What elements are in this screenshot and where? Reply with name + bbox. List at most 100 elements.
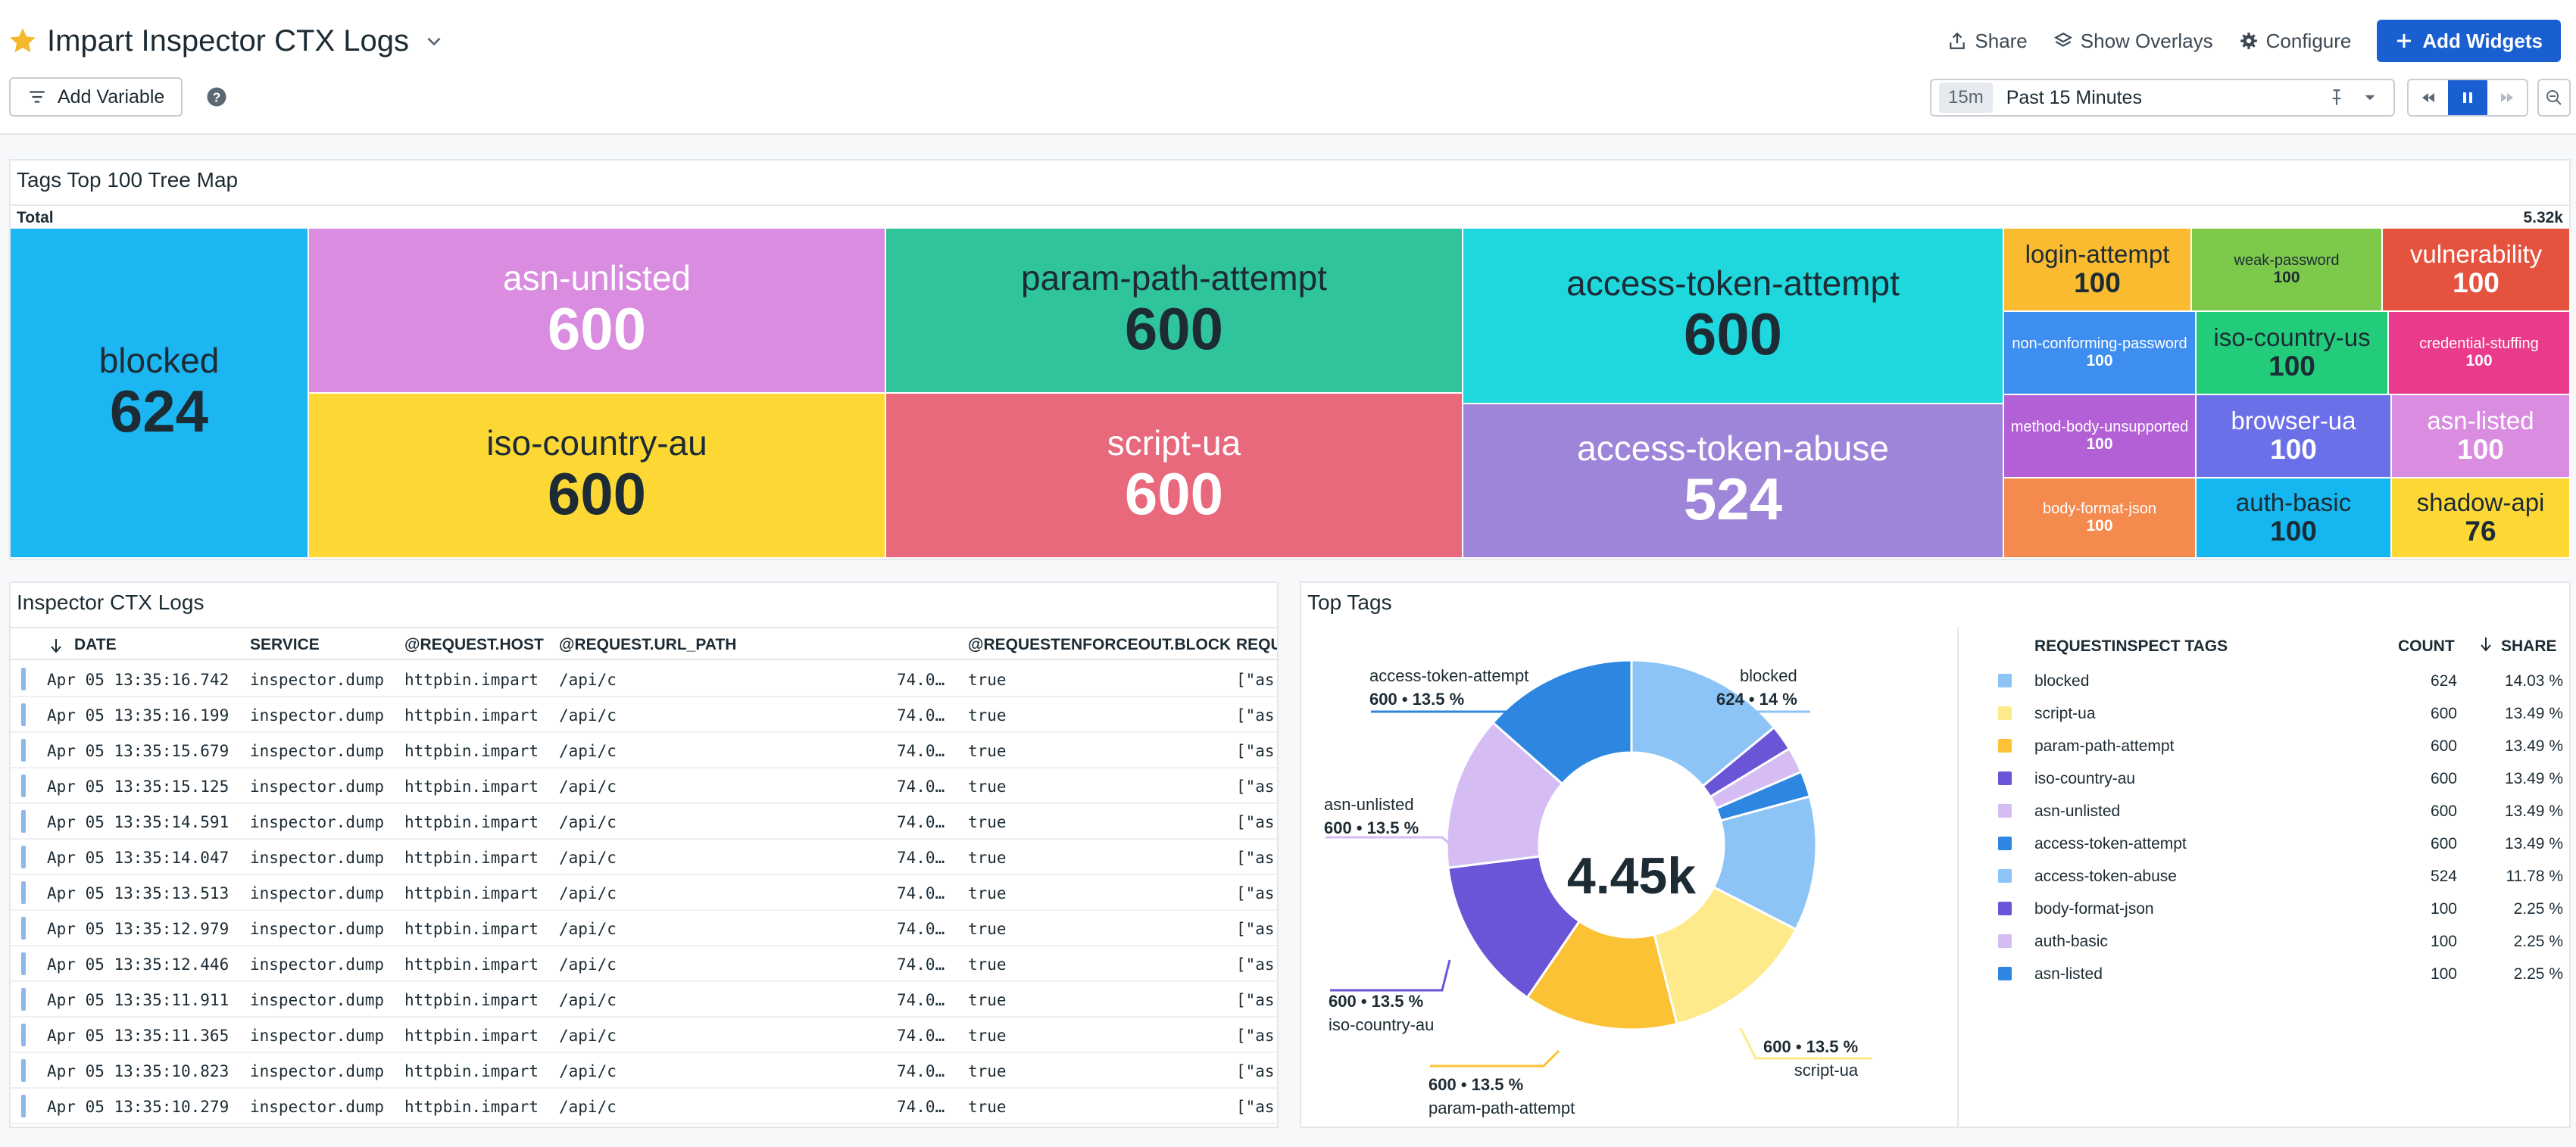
table-row[interactable]: Apr 05 13:35:12.446 inspector.dump httpbin… xyxy=(11,946,1277,982)
table-row[interactable]: Apr 05 13:35:14.047 inspector.dump httpbin… xyxy=(11,840,1277,875)
treemap-tile-weak-password[interactable]: weak-password 100 xyxy=(2192,229,2383,312)
help-icon[interactable]: ? xyxy=(205,86,228,108)
star-icon[interactable] xyxy=(8,26,38,56)
share-button[interactable]: Share xyxy=(1947,30,2028,53)
treemap-tile-login-attempt[interactable]: login-attempt 100 xyxy=(2004,229,2192,312)
cell-path: /api/c xyxy=(559,991,617,1009)
treemap-tile-param-path-attempt[interactable]: param-path-attempt 600 xyxy=(886,229,1463,394)
table-row[interactable]: Apr 05 13:35:10.823 inspector.dump httpbin… xyxy=(11,1053,1277,1089)
treemap-tile-value: 600 xyxy=(547,295,647,363)
treemap-tile-script-ua[interactable]: script-ua 600 xyxy=(886,394,1463,559)
column-header-tags[interactable]: REQU xyxy=(1236,636,1279,653)
column-header-count[interactable]: COUNT xyxy=(2398,637,2455,655)
treemap-tile-access-token-attempt[interactable]: access-token-attempt 600 xyxy=(1463,229,2004,404)
donut-slice-access-token-attempt[interactable] xyxy=(1491,659,1633,786)
sort-down-icon[interactable] xyxy=(2478,636,2493,653)
table-row[interactable]: Apr 05 13:35:16.742 inspector.dump httpbin… xyxy=(11,662,1277,697)
treemap-tile-iso-country-us[interactable]: iso-country-us 100 xyxy=(2197,312,2389,395)
treemap-tile-body-format-json[interactable]: body-format-json 100 xyxy=(2004,478,2197,559)
treemap-tile-access-token-abuse[interactable]: access-token-abuse 524 xyxy=(1463,404,2004,559)
widget-title: Top Tags xyxy=(1307,591,1392,614)
table-row[interactable]: Apr 05 13:35:16.199 inspector.dump httpbin… xyxy=(11,697,1277,733)
treemap-tile-credential-stuffing[interactable]: credential-stuffing 100 xyxy=(2389,312,2571,395)
add-variable-button[interactable]: Add Variable xyxy=(9,77,183,117)
cell-date: Apr 05 13:35:12.979 xyxy=(47,920,229,938)
column-header-block[interactable]: @REQUESTENFORCEOUT.BLOCK xyxy=(968,636,1232,653)
treemap-tile-method-body-unsupported[interactable]: method-body-unsupported 100 xyxy=(2004,395,2197,478)
zoom-out-button[interactable] xyxy=(2537,79,2571,117)
list-item[interactable]: access-token-attempt 600 13.49 % xyxy=(1959,828,2571,860)
log-status-bar xyxy=(21,810,26,833)
time-range-selector[interactable]: 15m Past 15 Minutes xyxy=(1930,79,2395,117)
table-row[interactable]: Apr 05 13:35:15.125 inspector.dump httpbin… xyxy=(11,768,1277,804)
table-row[interactable]: Apr 05 13:35:12.979 inspector.dump httpbin… xyxy=(11,911,1277,946)
treemap-tile-blocked[interactable]: blocked 624 xyxy=(11,229,309,559)
cell-tags: ["as xyxy=(1236,778,1275,796)
donut-chart-area: 4.45k access-token-attempt 600 • 13.5 % b… xyxy=(1301,627,1957,1128)
add-widgets-label: Add Widgets xyxy=(2422,29,2543,52)
list-item[interactable]: param-path-attempt 600 13.49 % xyxy=(1959,730,2571,762)
cell-block: true xyxy=(968,671,1007,689)
donut-label-detail: 600 • 13.5 % xyxy=(1429,1075,1524,1094)
donut-label-blocked: blocked 624 • 14 % xyxy=(1716,665,1797,712)
list-item[interactable]: blocked 624 14.03 % xyxy=(1959,665,2571,697)
tag-share: 13.49 % xyxy=(2504,803,2563,820)
column-header-service[interactable]: SERVICE xyxy=(250,636,320,653)
treemap-tile-browser-ua[interactable]: browser-ua 100 xyxy=(2197,395,2392,478)
tag-name: script-ua xyxy=(2034,705,2096,722)
pin-icon[interactable] xyxy=(2327,88,2347,108)
show-overlays-button[interactable]: Show Overlays xyxy=(2053,30,2213,53)
list-item[interactable]: auth-basic 100 2.25 % xyxy=(1959,925,2571,958)
donut-slice-blocked[interactable] xyxy=(1630,659,1776,788)
treemap-tile-vulnerability[interactable]: vulnerability 100 xyxy=(2383,229,2571,312)
configure-button[interactable]: Configure xyxy=(2239,30,2351,53)
log-status-bar xyxy=(21,952,26,975)
add-widgets-button[interactable]: Add Widgets xyxy=(2377,20,2561,62)
pause-button[interactable] xyxy=(2448,80,2487,115)
legend-swatch xyxy=(1998,674,2012,687)
cell-service: inspector.dump xyxy=(250,991,385,1009)
column-header-url-path[interactable]: @REQUEST.URL_PATH xyxy=(559,636,737,653)
cell-path: /api/c xyxy=(559,1027,617,1045)
column-header-date[interactable]: DATE xyxy=(74,636,117,653)
time-range-badge: 15m xyxy=(1939,83,1993,113)
table-row[interactable]: Apr 05 13:35:14.591 inspector.dump httpbin… xyxy=(11,804,1277,840)
rewind-button[interactable] xyxy=(2409,80,2448,115)
column-header-tags[interactable]: REQUESTINSPECT TAGS xyxy=(2034,637,2228,655)
treemap-tile-shadow-api[interactable]: shadow-api 76 xyxy=(2392,478,2571,559)
treemap-tile-name: body-format-json xyxy=(2042,500,2157,518)
table-row[interactable]: Apr 05 13:35:10.279 inspector.dump httpbin… xyxy=(11,1089,1277,1124)
share-icon xyxy=(1950,32,1966,49)
sort-down-icon[interactable] xyxy=(48,637,64,654)
caret-down-icon[interactable] xyxy=(2360,88,2380,108)
table-row[interactable]: Apr 05 13:35:11.365 inspector.dump httpbin… xyxy=(11,1018,1277,1053)
legend-swatch xyxy=(1998,706,2012,720)
list-item[interactable]: access-token-abuse 524 11.78 % xyxy=(1959,860,2571,893)
treemap-tile-iso-country-au[interactable]: iso-country-au 600 xyxy=(309,394,886,559)
treemap-tile-value: 76 xyxy=(2465,515,2496,547)
list-item[interactable]: asn-unlisted 600 13.49 % xyxy=(1959,795,2571,828)
column-header-share[interactable]: SHARE xyxy=(2501,637,2557,655)
list-item[interactable]: script-ua 600 13.49 % xyxy=(1959,697,2571,730)
cell-path: /api/c xyxy=(559,849,617,867)
chevron-down-icon[interactable] xyxy=(424,31,444,51)
treemap-tile-auth-basic[interactable]: auth-basic 100 xyxy=(2197,478,2392,559)
treemap-tile-asn-unlisted[interactable]: asn-unlisted 600 xyxy=(309,229,886,394)
logs-widget: Inspector CTX Logs DATE SERVICE @REQUEST… xyxy=(9,581,1279,1128)
treemap-tile-name: param-path-attempt xyxy=(1021,257,1327,298)
donut-label-script-ua: 600 • 13.5 % script-ua xyxy=(1763,1036,1858,1083)
treemap-tile-non-conforming-password[interactable]: non-conforming-password 100 xyxy=(2004,312,2197,395)
list-item[interactable]: iso-country-au 600 13.49 % xyxy=(1959,762,2571,795)
table-row[interactable]: Apr 05 13:35:15.679 inspector.dump httpbin… xyxy=(11,733,1277,768)
dashboard-title[interactable]: Impart Inspector CTX Logs xyxy=(47,23,409,58)
column-header-host[interactable]: @REQUEST.HOST xyxy=(404,636,544,653)
cell-block: true xyxy=(968,813,1007,831)
tags-table-header: REQUESTINSPECT TAGS COUNT SHARE xyxy=(1959,627,2571,660)
treemap-tile-asn-listed[interactable]: asn-listed 100 xyxy=(2392,395,2571,478)
treemap-tile-value: 100 xyxy=(2273,269,2300,287)
table-row[interactable]: Apr 05 13:35:13.513 inspector.dump httpbin… xyxy=(11,875,1277,911)
forward-button[interactable] xyxy=(2487,80,2527,115)
list-item[interactable]: asn-listed 100 2.25 % xyxy=(1959,958,2571,990)
list-item[interactable]: body-format-json 100 2.25 % xyxy=(1959,893,2571,925)
table-row[interactable]: Apr 05 13:35:11.911 inspector.dump httpbin… xyxy=(11,982,1277,1018)
